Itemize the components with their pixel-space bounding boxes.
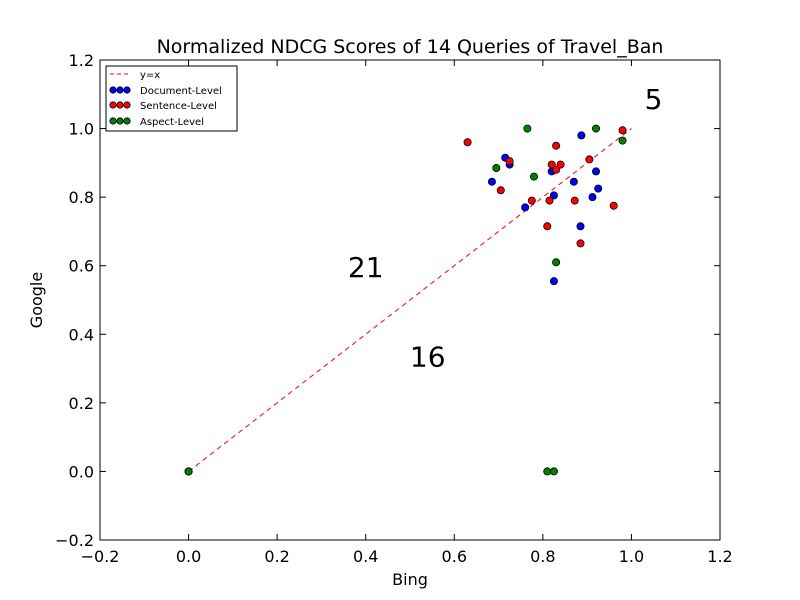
legend-swatch-aspect-level (109, 117, 131, 125)
x-axis-label: Bing (392, 570, 428, 589)
data-point-document-level (569, 177, 578, 186)
annotation-label: 5 (645, 83, 663, 116)
data-point-sentence-level (552, 141, 561, 150)
data-point-sentence-level (618, 126, 627, 135)
data-point-document-level (594, 184, 603, 193)
x-tick-label: 0.2 (264, 547, 289, 566)
annotation-label: 16 (410, 340, 446, 373)
data-point-document-level (576, 222, 585, 231)
x-tick-label: 0.0 (176, 547, 201, 566)
reference-line-layer (188, 128, 632, 472)
legend-label-sentence-level: Sentence-Level (140, 101, 217, 112)
x-tick-label: 0.8 (530, 547, 555, 566)
data-point-document-level (549, 191, 558, 200)
x-tick-label: 0.4 (353, 547, 378, 566)
data-point-sentence-level (505, 157, 514, 166)
data-point-sentence-level (609, 201, 618, 210)
data-point-sentence-level (496, 186, 505, 195)
data-point-sentence-level (527, 196, 536, 205)
chart-title: Normalized NDCG Scores of 14 Queries of … (157, 36, 664, 58)
legend-label-document-level: Document-Level (140, 86, 222, 97)
data-point-document-level (577, 131, 586, 140)
data-point-aspect-level (530, 172, 539, 181)
legend-swatch-sentence-level (109, 101, 131, 109)
data-point-aspect-level (492, 163, 501, 172)
data-point-sentence-level (463, 138, 472, 147)
data-point-sentence-level (543, 222, 552, 231)
data-point-sentence-level (570, 196, 579, 205)
data-point-document-level (588, 193, 597, 202)
data-point-sentence-level (545, 196, 554, 205)
data-point-document-level (487, 177, 496, 186)
x-tick-label: 0.6 (442, 547, 467, 566)
data-point-aspect-level (549, 467, 558, 476)
legend-label-reference: y=x (140, 70, 160, 81)
data-point-aspect-level (523, 124, 532, 133)
y-axis-label: Google (27, 272, 46, 328)
data-point-sentence-level (585, 155, 594, 164)
data-point-sentence-level (556, 160, 565, 169)
x-tick-label: −0.2 (81, 547, 120, 566)
x-tick-label: 1.0 (619, 547, 644, 566)
y-tick-label: 0.4 (69, 325, 94, 344)
annotations-layer: 5 21 16 (348, 83, 663, 373)
y-tick-label: 0.0 (69, 462, 94, 481)
plot-frame (99, 59, 721, 541)
y-tick-label: −0.2 (55, 531, 94, 550)
data-point-sentence-level (576, 239, 585, 248)
annotation-label: 21 (348, 251, 384, 284)
y-tick-label: 0.8 (69, 188, 94, 207)
data-point-document-level (521, 203, 530, 212)
axis-ticks-layer: −0.2 0.0 0.2 0.4 0.6 0.8 1.0 1.2 −0.2 0.0 0.2 0.4 0.… (55, 51, 733, 566)
y-tick-label: 0.2 (69, 394, 94, 413)
data-point-document-level (592, 167, 601, 176)
legend: y=x Document-Level Sentence-Level Aspect… (105, 65, 238, 132)
x-tick-label: 1.2 (707, 547, 732, 566)
reference-line (188, 128, 632, 472)
data-point-sentence-level (552, 165, 561, 174)
data-point-aspect-level (552, 258, 561, 267)
data-point-aspect-level (618, 136, 627, 145)
legend-swatch-document-level (109, 86, 131, 94)
data-point-document-level (549, 277, 558, 286)
data-point-aspect-level (592, 124, 601, 133)
data-point-aspect-level (543, 467, 552, 476)
data-points-layer (184, 124, 627, 476)
data-point-aspect-level (184, 467, 193, 476)
legend-label-aspect-level: Aspect-Level (140, 117, 204, 128)
y-tick-label: 1.2 (69, 51, 94, 70)
data-point-sentence-level (547, 160, 556, 169)
y-tick-label: 1.0 (69, 120, 94, 139)
y-tick-label: 0.6 (69, 257, 94, 276)
